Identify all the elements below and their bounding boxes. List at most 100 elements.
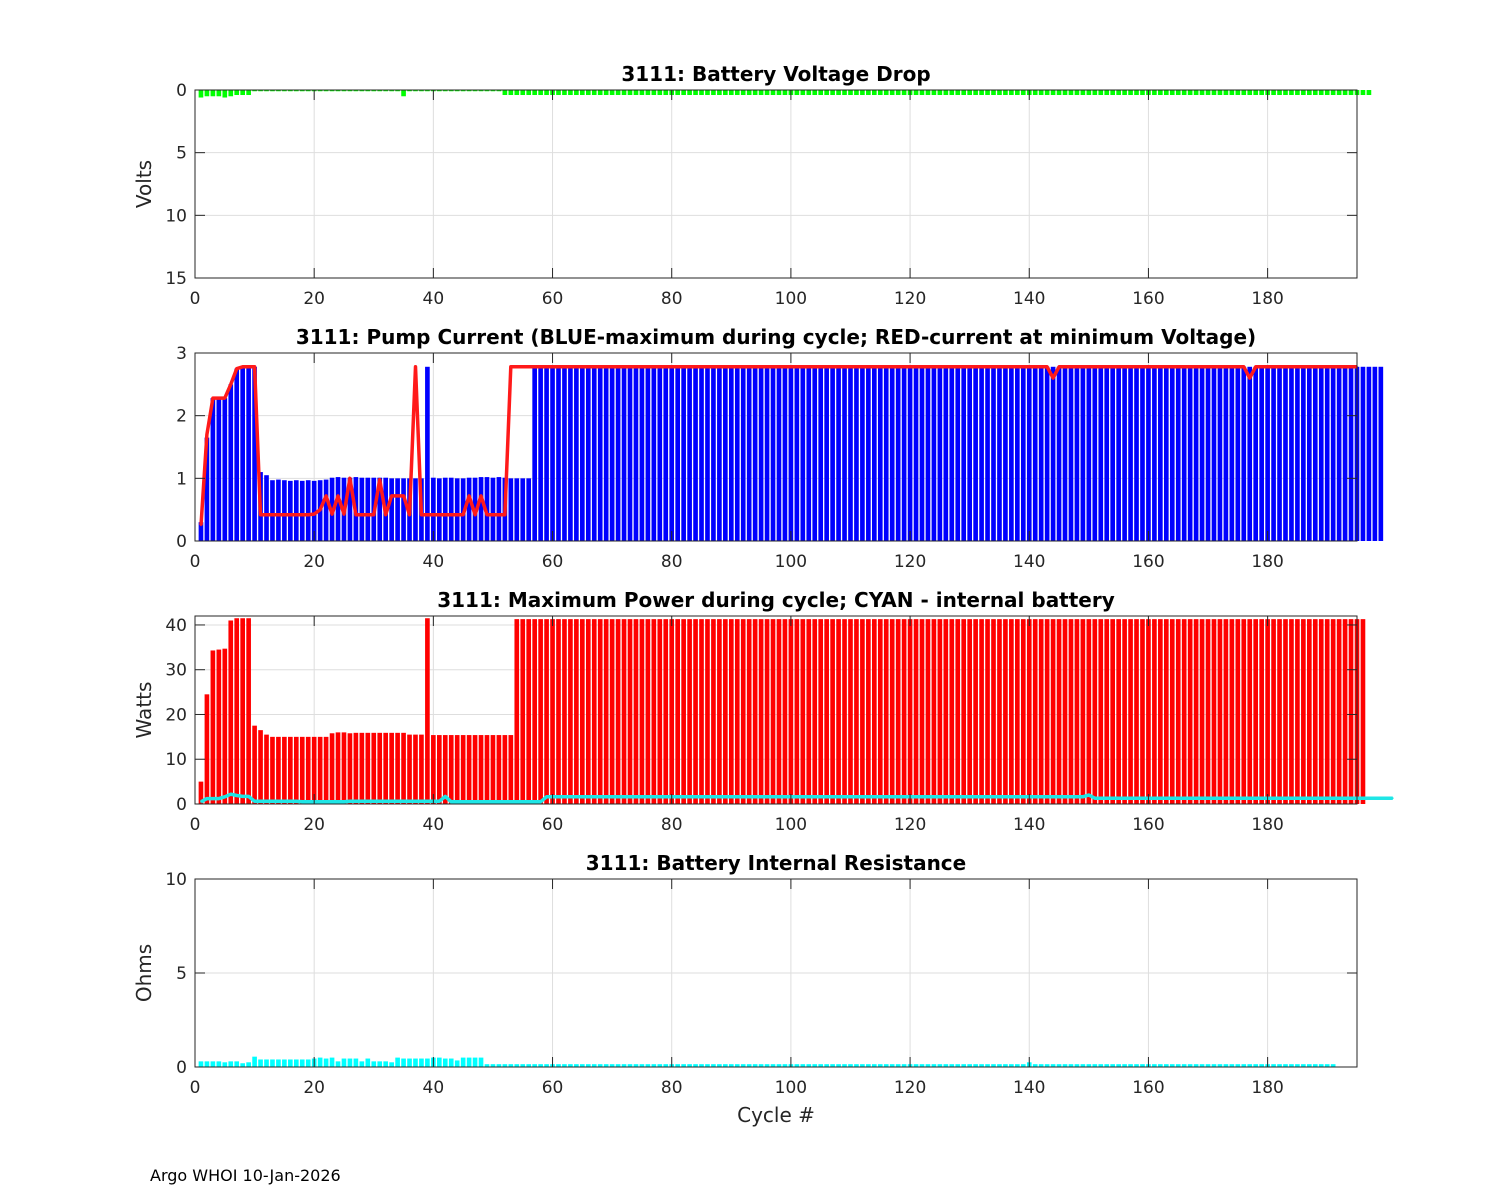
pump-bar [871, 366, 877, 541]
pump-bar [526, 478, 532, 541]
power-bar [335, 732, 341, 804]
pump-bar [1009, 366, 1014, 541]
voltage-bar [359, 90, 365, 92]
voltage-bar [824, 90, 829, 96]
pump-bar [252, 366, 257, 541]
resistance-bar [1116, 1064, 1121, 1067]
pump-bar [669, 366, 675, 541]
pump-bar [377, 477, 383, 541]
power-bar [1342, 619, 1348, 804]
power-bar [591, 619, 597, 804]
pump-line-point [807, 365, 810, 368]
pump-bar [591, 366, 597, 541]
power-line-point [581, 795, 584, 798]
voltage-bar [1169, 90, 1175, 96]
resistance-bar [979, 1064, 984, 1067]
pump-bar [657, 366, 663, 541]
pump-line-point [1219, 365, 1221, 368]
x-tick-label: 0 [190, 815, 201, 835]
power-line-point [271, 800, 274, 803]
voltage-bar [1342, 90, 1348, 96]
pump-bar [919, 366, 925, 541]
power-line-point [992, 795, 995, 798]
pump-line-point [867, 365, 870, 368]
pump-line-point [706, 365, 709, 368]
resistance-bar [609, 1064, 615, 1067]
resistance-bar [1205, 1064, 1211, 1067]
pump-bar [1163, 366, 1169, 541]
pump-line-point [635, 365, 637, 368]
pump-bar [323, 479, 329, 541]
power-line-point [813, 795, 816, 798]
voltage-bar [264, 90, 269, 92]
power-bar [1336, 619, 1342, 804]
pump-line-point [1058, 365, 1060, 368]
pump-line-point [1028, 365, 1031, 368]
voltage-bar [633, 90, 639, 96]
pump-bar [752, 366, 758, 541]
pump-bar [997, 366, 1002, 541]
pump-bar [347, 477, 353, 541]
power-bar [1348, 619, 1354, 804]
resistance-bar [919, 1064, 925, 1067]
voltage-bar [282, 90, 287, 92]
pump-bar [931, 366, 937, 541]
resistance-bar [442, 1058, 448, 1067]
pump-line-point [968, 365, 971, 368]
power-bar [854, 619, 859, 804]
power-bar [419, 734, 424, 804]
power-bar [973, 619, 978, 804]
pump-bar [842, 366, 847, 541]
power-bar [502, 735, 508, 804]
pump-line-point [539, 365, 542, 368]
power-bar [1110, 619, 1116, 804]
pump-line-point [1099, 365, 1102, 368]
pump-line-point [325, 494, 327, 497]
pump-bar [901, 366, 907, 541]
pump-line-point [301, 513, 304, 516]
power-bar [669, 619, 675, 804]
pump-bar [365, 477, 371, 541]
voltage-bar [1205, 90, 1211, 96]
pump-bar [1259, 366, 1264, 541]
power-line-point [450, 800, 453, 803]
pump-bar [788, 366, 794, 541]
resistance-bar [1122, 1064, 1127, 1067]
voltage-bar [1223, 90, 1229, 96]
pump-bar [979, 366, 984, 541]
voltage-bar [1360, 90, 1366, 96]
power-bar [395, 732, 400, 804]
power-line-point [849, 795, 852, 798]
power-line-point [1177, 797, 1180, 800]
pump-line-point [533, 365, 536, 368]
pump-bar [1158, 366, 1163, 541]
voltage-bar [1110, 90, 1116, 96]
power-line-point [301, 800, 304, 803]
power-bar [1009, 619, 1014, 804]
pump-line-point [229, 383, 232, 386]
resistance-bar [991, 1064, 996, 1067]
resistance-bar [1056, 1064, 1062, 1067]
voltage-bar [425, 90, 430, 92]
power-line-point [742, 795, 745, 798]
power-bar [407, 734, 412, 804]
voltage-bar [383, 90, 389, 92]
pump-line-point [944, 365, 947, 368]
resistance-bar [562, 1064, 567, 1067]
voltage-axes-frame [194, 89, 1358, 279]
x-tick-label: 60 [542, 815, 564, 835]
pump-bar [359, 477, 365, 541]
pump-bar [943, 366, 949, 541]
pump-bar [699, 366, 704, 541]
pump-line-point [265, 513, 268, 516]
pump-line-point [480, 494, 482, 497]
power-line-point [563, 795, 566, 798]
power-line-point [1165, 797, 1168, 800]
resistance-bar [687, 1064, 692, 1067]
pump-bar [568, 366, 573, 541]
pump-line-point [569, 365, 572, 368]
pump-line-point [408, 513, 411, 516]
power-bar [758, 619, 764, 804]
pump-line-point [742, 365, 745, 368]
power-bar [717, 619, 722, 804]
